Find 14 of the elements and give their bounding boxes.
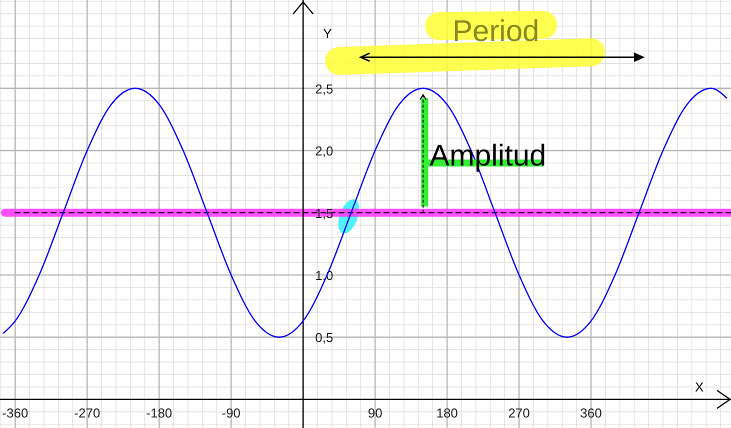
y-tick-label: 0,5: [315, 330, 334, 346]
y-tick-label: 2,5: [315, 81, 334, 96]
x-tick-label: -270: [74, 405, 100, 420]
x-tick-label: 90: [368, 405, 382, 420]
x-tick-label: -360: [2, 405, 28, 420]
x-tick-label: 180: [436, 405, 458, 420]
y-axis-title: Y: [323, 26, 332, 41]
x-tick-label: 360: [580, 405, 602, 420]
x-axis-title: X: [695, 379, 704, 394]
annotation: Period: [452, 14, 540, 48]
x-tick-label: -90: [222, 405, 241, 420]
y-tick-label: 2,0: [315, 144, 334, 159]
x-tick-label: -180: [146, 405, 172, 420]
x-tick-label: 270: [508, 405, 530, 420]
